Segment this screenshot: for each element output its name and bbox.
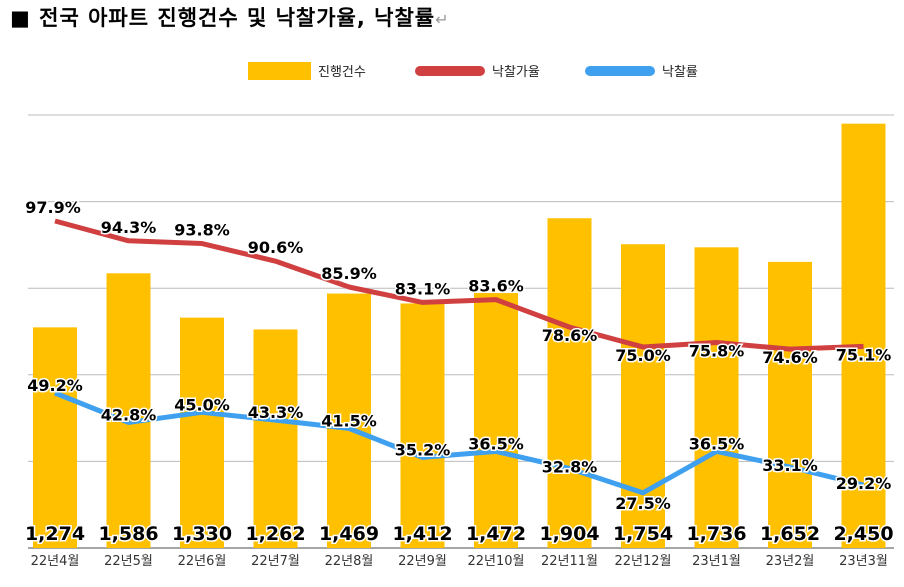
x-tick-label: 23년1월 (692, 554, 741, 569)
legend-label-bars: 진행건수 (318, 64, 366, 80)
data-label-낙찰가율: 74.6% (762, 348, 818, 367)
x-tick-label: 22년6월 (178, 554, 227, 569)
bar (547, 218, 592, 548)
chart-title: ■ 전국 아파트 진행건수 및 낙찰가율, 낙찰률↵ (10, 2, 450, 32)
data-label-낙찰률: 29.2% (836, 474, 892, 493)
bar (327, 293, 371, 548)
data-label-진행건수: 1,262 (245, 523, 305, 545)
data-label-진행건수: 1,472 (466, 523, 526, 545)
data-label-낙찰가율: 83.1% (395, 279, 451, 298)
bar (841, 123, 886, 548)
x-tick-label: 23년3월 (839, 554, 888, 569)
legend-swatch-bars (248, 62, 311, 80)
x-tick-label: 22년9월 (398, 554, 447, 569)
data-label-낙찰가율: 93.8% (174, 221, 230, 240)
data-label-낙찰률: 35.2% (395, 440, 451, 459)
x-tick-label: 22년5월 (104, 554, 153, 569)
bar (106, 273, 151, 548)
data-label-낙찰가율: 78.6% (542, 326, 598, 345)
bar (180, 317, 224, 548)
data-label-진행건수: 1,412 (392, 523, 452, 545)
data-label-진행건수: 1,330 (172, 523, 232, 545)
data-label-진행건수: 1,274 (25, 523, 85, 545)
legend-label-red: 낙찰가율 (492, 65, 540, 80)
data-label-진행건수: 1,586 (98, 523, 158, 545)
bar (33, 327, 77, 548)
x-tick-label: 22년8월 (325, 554, 374, 569)
x-tick-label: 22년7월 (251, 554, 300, 569)
data-label-낙찰가율: 90.6% (248, 238, 304, 257)
data-label-낙찰률: 36.5% (468, 434, 524, 453)
legend-label-blue: 낙찰률 (662, 65, 698, 80)
data-label-진행건수: 1,736 (686, 523, 746, 545)
data-label-낙찰가율: 85.9% (321, 264, 377, 283)
x-tick-label: 22년4월 (31, 554, 80, 569)
legend-swatch-red (415, 66, 485, 76)
data-label-낙찰률: 42.8% (101, 405, 157, 424)
title-text: ■ 전국 아파트 진행건수 및 낙찰가율, 낙찰률 (10, 6, 436, 30)
data-label-진행건수: 1,904 (539, 523, 599, 545)
data-label-낙찰가율: 75.1% (836, 345, 892, 364)
bar (621, 244, 665, 548)
data-label-낙찰가율: 94.3% (101, 218, 157, 237)
bar (694, 247, 739, 548)
data-label-진행건수: 1,754 (613, 523, 673, 545)
x-tick-label: 22년10월 (467, 554, 524, 569)
data-label-낙찰률: 36.5% (689, 434, 745, 453)
data-label-낙찰률: 49.2% (27, 376, 83, 395)
data-label-낙찰률: 45.0% (174, 395, 230, 414)
data-label-낙찰률: 41.5% (321, 411, 377, 430)
data-label-낙찰률: 27.5% (615, 494, 671, 513)
data-label-낙찰가율: 83.6% (468, 277, 524, 296)
return-mark: ↵ (435, 10, 450, 29)
bar (400, 303, 445, 548)
data-label-진행건수: 2,450 (833, 523, 893, 545)
data-label-낙찰률: 33.1% (762, 456, 818, 475)
line-낙찰률 (54, 390, 865, 496)
x-tick-label: 23년2월 (766, 554, 815, 569)
bar (768, 261, 812, 548)
data-label-낙찰가율: 97.9% (25, 198, 81, 217)
x-tick-label: 22년11월 (541, 554, 598, 569)
bar (253, 329, 298, 548)
data-label-낙찰률: 32.8% (542, 457, 598, 476)
x-tick-label: 22년12월 (614, 554, 671, 569)
data-label-낙찰가율: 75.8% (689, 342, 745, 361)
data-label-진행건수: 1,469 (319, 523, 379, 545)
bar (474, 293, 518, 548)
data-label-진행건수: 1,652 (760, 523, 820, 545)
legend-swatch-blue (585, 66, 655, 76)
data-label-낙찰가율: 75.0% (615, 346, 671, 365)
data-label-낙찰률: 43.3% (248, 403, 304, 422)
line-낙찰가율 (54, 218, 864, 352)
